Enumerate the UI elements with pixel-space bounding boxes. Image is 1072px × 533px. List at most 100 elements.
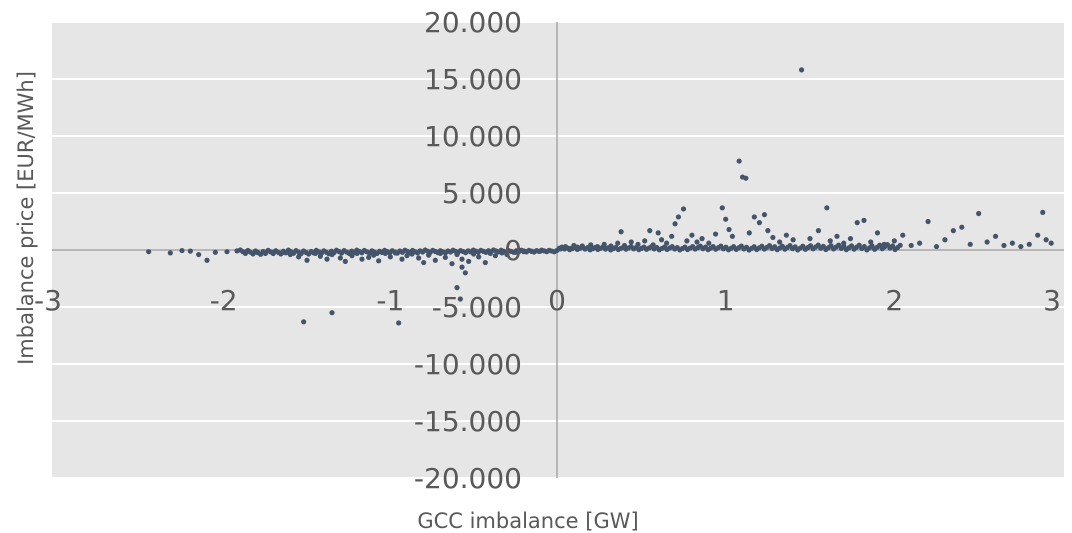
data-point — [942, 237, 948, 243]
data-point — [382, 250, 388, 257]
data-point — [967, 241, 973, 247]
data-point — [650, 242, 656, 248]
data-point — [594, 243, 601, 250]
data-point — [521, 249, 527, 255]
x-tick-label: 0 — [548, 284, 566, 317]
data-point — [329, 310, 335, 316]
data-point — [366, 254, 372, 261]
data-point — [777, 239, 783, 245]
data-point — [1043, 237, 1049, 243]
data-point — [392, 250, 398, 256]
data-point — [647, 228, 653, 234]
data-point — [976, 210, 982, 217]
data-point — [861, 217, 867, 223]
data-point — [729, 233, 736, 239]
data-point — [723, 216, 729, 222]
data-point — [324, 256, 330, 262]
data-point — [416, 255, 422, 261]
data-point — [950, 228, 956, 234]
data-point — [1035, 232, 1041, 238]
data-point — [992, 233, 999, 239]
data-point — [459, 256, 465, 262]
data-point — [699, 236, 705, 242]
data-point — [271, 249, 277, 255]
data-point — [359, 256, 365, 262]
data-point — [689, 232, 695, 238]
data-point — [499, 250, 505, 256]
data-point — [1009, 240, 1016, 246]
y-tick-label: 0 — [504, 234, 522, 267]
data-point — [204, 257, 210, 263]
data-point — [457, 296, 463, 302]
data-point — [881, 241, 887, 247]
data-point — [868, 239, 874, 245]
data-point — [675, 214, 682, 220]
data-point — [1048, 240, 1054, 246]
y-tick-label: 20.000 — [424, 6, 522, 39]
data-point — [426, 252, 432, 258]
data-point — [167, 250, 173, 256]
data-point — [756, 220, 763, 226]
data-point — [146, 249, 152, 255]
x-tick-label: 2 — [885, 284, 903, 317]
x-tick-label: -3 — [34, 284, 62, 317]
y-tick-label: -15.000 — [414, 405, 522, 438]
scatter-points — [146, 67, 1054, 326]
data-point — [574, 244, 580, 250]
y-tick-label: 5.000 — [442, 177, 522, 210]
data-point — [672, 221, 678, 227]
data-point — [751, 214, 757, 220]
data-point — [897, 242, 903, 248]
data-point — [471, 251, 477, 257]
data-point — [824, 205, 830, 211]
data-point — [301, 319, 307, 325]
data-point — [684, 238, 690, 244]
data-point — [396, 320, 402, 326]
data-point — [442, 254, 448, 261]
data-point — [454, 285, 460, 291]
data-point — [655, 230, 661, 236]
data-point — [798, 67, 805, 73]
data-point — [770, 234, 776, 241]
data-point — [736, 158, 742, 164]
data-point — [562, 243, 569, 250]
data-point — [790, 237, 796, 243]
data-point — [854, 220, 860, 226]
data-point — [512, 249, 518, 255]
data-point — [482, 259, 488, 266]
data-point — [917, 240, 923, 246]
data-point — [694, 239, 700, 245]
x-tick-label: 1 — [717, 284, 735, 317]
data-point — [680, 206, 687, 212]
data-point — [459, 264, 465, 270]
data-point — [432, 257, 438, 263]
data-point — [807, 236, 813, 242]
data-point — [726, 226, 732, 233]
data-point — [874, 230, 881, 236]
data-point — [492, 253, 498, 259]
data-point — [608, 243, 614, 249]
data-point — [1001, 242, 1007, 249]
data-point — [409, 251, 415, 257]
y-tick-label: -5.000 — [432, 291, 522, 324]
data-point — [224, 249, 230, 255]
data-point — [712, 231, 719, 237]
y-axis-title: Imbalance price [EUR/MWh] — [14, 71, 38, 365]
data-point — [621, 242, 628, 249]
data-point — [841, 240, 847, 246]
data-point — [765, 228, 771, 234]
data-point — [546, 248, 552, 254]
data-point — [615, 240, 621, 246]
data-point — [196, 251, 202, 258]
gridlines — [52, 21, 1064, 479]
data-point — [476, 254, 482, 260]
data-point — [746, 230, 752, 236]
data-point — [908, 242, 914, 249]
data-point — [354, 250, 360, 257]
data-point — [421, 259, 427, 266]
data-point — [234, 248, 240, 254]
data-point — [959, 224, 965, 230]
y-tick-label: 15.000 — [424, 63, 522, 96]
data-point — [244, 248, 250, 254]
